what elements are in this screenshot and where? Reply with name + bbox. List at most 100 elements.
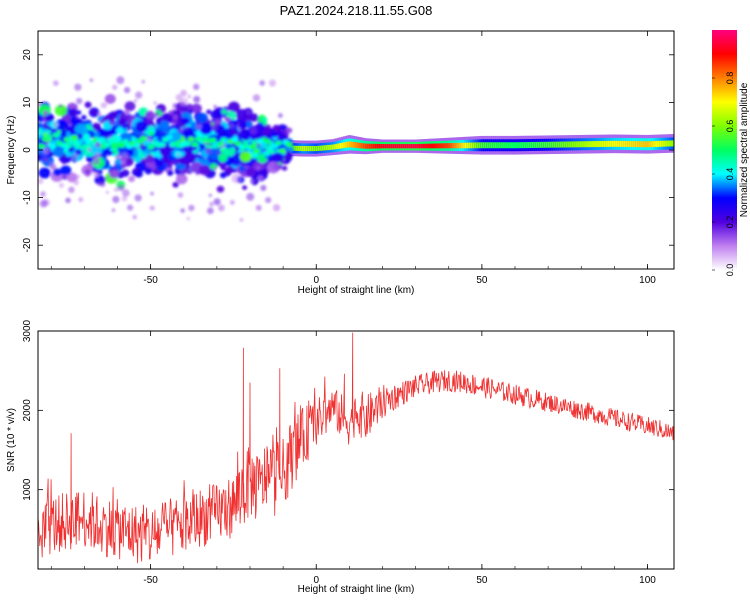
spectrogram-blob <box>54 104 68 117</box>
spectrogram-cell <box>422 143 425 149</box>
spectrogram-x-tick-label: 50 <box>476 275 488 286</box>
spectrogram-blob <box>45 113 55 122</box>
spectrogram-outlier <box>68 123 72 127</box>
spectrogram-blob <box>107 137 115 143</box>
spectrogram-cell <box>333 144 336 150</box>
spectrogram-panel: -50 0 50 100 -20 -10 0 10 20 Height of straight… <box>6 30 675 296</box>
spectrogram-cell <box>539 141 543 148</box>
spectrogram-cell <box>603 140 606 147</box>
spectrogram-cell <box>434 143 437 149</box>
spectrogram-cell <box>545 141 548 148</box>
colorbar-tick-label: 0.4 <box>725 168 735 181</box>
spectrogram-cell <box>571 141 574 148</box>
spectrogram-outlier <box>116 76 125 85</box>
spectrogram-outlier <box>93 171 100 178</box>
spectrogram-blob <box>172 181 179 188</box>
spectrogram-cell <box>325 145 328 151</box>
spectrogram-outlier <box>186 216 190 221</box>
spectrogram-blob <box>148 131 154 136</box>
spectrogram-outlier <box>105 190 109 194</box>
spectrogram-outlier <box>99 181 106 187</box>
spectrogram-blob <box>60 129 67 136</box>
snr-background <box>38 331 674 569</box>
spectrogram-cell <box>669 140 672 147</box>
colorbar-gradient <box>712 30 737 270</box>
spectrogram-outlier <box>249 126 258 135</box>
snr-y-ticks: 1000 2000 3000 <box>22 319 674 501</box>
spectrogram-blob <box>92 122 102 131</box>
spectrogram-cell <box>508 142 511 149</box>
spectrogram-cell <box>611 140 614 147</box>
spectrogram-cell <box>358 142 362 149</box>
spectrogram-y-tick-label: -20 <box>22 238 33 253</box>
spectrogram-cell <box>382 144 386 149</box>
spectrogram-blob <box>170 131 182 142</box>
spectrogram-outlier <box>206 207 214 215</box>
spectrogram-cell <box>591 141 594 148</box>
spectrogram-outlier <box>204 147 212 155</box>
spectrogram-blob <box>186 103 193 110</box>
spectrogram-outlier <box>112 84 118 90</box>
spectrogram-cell <box>621 140 624 147</box>
spectrogram-blob <box>274 140 282 146</box>
spectrogram-cell <box>510 142 513 149</box>
spectrogram-blob <box>206 109 212 115</box>
spectrogram-outlier <box>273 163 282 171</box>
spectrogram-cell <box>458 142 461 149</box>
spectrogram-blob <box>270 131 278 138</box>
spectrogram-cell <box>496 142 499 149</box>
spectrogram-cell <box>609 140 612 147</box>
spectrogram-outlier <box>150 192 154 196</box>
spectrogram-cell <box>529 142 533 149</box>
spectrogram-outlier <box>123 86 131 94</box>
spectrogram-outlier <box>195 171 200 176</box>
spectrogram-cell <box>370 143 374 149</box>
spectrogram-cell <box>470 142 473 149</box>
spectrogram-outlier <box>65 197 71 204</box>
spectrogram-outlier <box>112 195 120 204</box>
spectrogram-cell <box>581 141 584 148</box>
spectrogram-cell <box>625 140 628 147</box>
spectrogram-outlier <box>92 157 100 165</box>
spectrogram-outlier <box>126 204 134 211</box>
spectrogram-outlier <box>103 176 107 180</box>
spectrogram-cell <box>341 142 344 149</box>
spectrogram-blob <box>132 142 140 148</box>
spectrogram-outlier <box>85 171 91 177</box>
spectrogram-cell <box>490 142 493 149</box>
spectrogram-cell <box>372 143 376 149</box>
spectrogram-blob <box>144 167 153 175</box>
spectrogram-cell <box>311 146 314 152</box>
spectrogram-blob <box>154 159 164 168</box>
spectrogram-outlier <box>213 198 221 206</box>
spectrogram-cell <box>617 140 620 147</box>
snr-y-tick-label: 2000 <box>22 399 33 422</box>
spectrogram-cell <box>317 145 320 151</box>
spectrogram-outlier <box>42 156 49 163</box>
spectrogram-outlier <box>193 95 201 103</box>
spectrogram-cell <box>589 141 592 148</box>
spectrogram-blob <box>167 171 173 176</box>
spectrogram-blob <box>158 127 164 132</box>
spectrogram-blob <box>121 139 129 145</box>
spectrogram-outlier <box>153 101 158 106</box>
spectrogram-cell <box>599 141 602 148</box>
spectrogram-outlier <box>154 112 160 117</box>
spectrogram-blob <box>272 124 281 133</box>
spectrogram-cell <box>430 143 433 149</box>
spectrogram-cell <box>492 142 495 149</box>
spectrogram-blob <box>253 148 261 154</box>
spectrogram-cell <box>661 140 664 147</box>
spectrogram-cell <box>464 142 467 149</box>
spectrogram-outlier <box>52 80 59 87</box>
spectrogram-blobs <box>38 76 674 222</box>
spectrogram-cell <box>480 142 483 149</box>
colorbar-tick-label: 0.2 <box>725 216 735 229</box>
spectrogram-blob <box>285 127 293 134</box>
spectrogram-blob <box>165 134 173 140</box>
spectrogram-cell <box>651 141 654 148</box>
spectrogram-blob <box>231 137 239 143</box>
spectrogram-outlier <box>73 179 80 186</box>
spectrogram-cell <box>657 140 660 147</box>
spectrogram-cell <box>517 142 521 149</box>
